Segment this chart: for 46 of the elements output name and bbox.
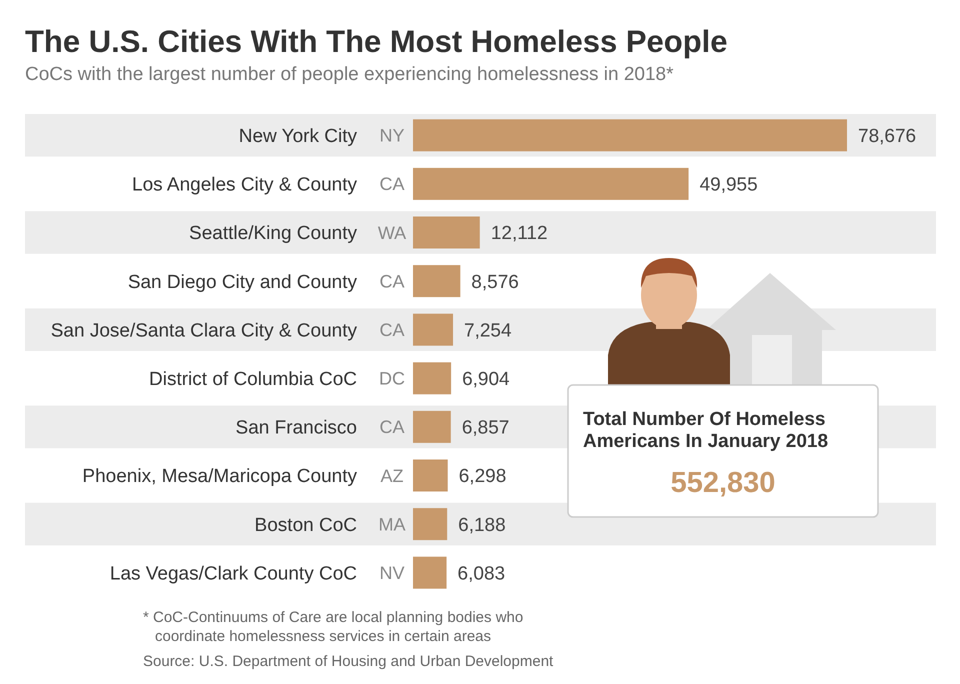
data-label: 78,676: [858, 126, 916, 147]
annotation: 552,830: [670, 467, 776, 499]
data-label: 7,254: [464, 320, 512, 342]
y-tick-label: District of Columbia CoC: [149, 368, 357, 390]
text: CA: [379, 174, 405, 194]
data-label: 6,083: [458, 563, 506, 584]
bar: [413, 362, 452, 394]
text: AZ: [380, 466, 404, 486]
data-label: 8,576: [471, 272, 519, 293]
y-tick-label: Las Vegas/Clark County CoC: [110, 563, 357, 584]
bar: [413, 508, 448, 540]
text: CA: [379, 271, 405, 292]
bar: [413, 314, 454, 346]
y-tick-label: Phoenix, Mesa/Maricopa County: [82, 466, 358, 488]
bar: [413, 119, 847, 152]
bar: [413, 556, 447, 589]
y-tick-label: San Francisco: [236, 418, 357, 439]
data-label: 6,188: [458, 514, 506, 536]
chart-title: The U.S. Cities With The Most Homeless People: [25, 24, 728, 59]
y-tick-label: Seattle/King County: [189, 223, 358, 244]
data-label: 12,112: [490, 223, 548, 244]
data-label: 6,904: [462, 368, 510, 390]
data-label: 6,298: [458, 466, 506, 488]
text: NY: [379, 126, 405, 146]
bar: [413, 410, 451, 443]
bar: [413, 168, 689, 200]
y-tick-label: Boston CoC: [254, 514, 357, 536]
data-label: 49,955: [700, 174, 758, 196]
text: CA: [379, 417, 405, 438]
chart-subtitle: CoCs with the largest number of people experiencing homelessness in 2018*: [25, 64, 674, 85]
bar: [413, 265, 460, 298]
y-tick-label: San Diego City and County: [128, 272, 358, 293]
y-tick-label: New York City: [238, 126, 358, 147]
text: WA: [378, 222, 406, 243]
bar: [413, 216, 480, 248]
annotation: Total Number Of Homeless Americans In January 2018: [583, 409, 828, 452]
source-note: Source: U.S. Department of Housing and Urban Development: [143, 653, 554, 670]
text: CA: [379, 320, 405, 340]
data-label: 6,857: [462, 418, 510, 439]
y-tick-label: San Jose/Santa Clara City & County: [50, 320, 358, 342]
text: * CoC-Continuums of Care are local planning bodies who coordinate homelessness services in certain areas: [143, 609, 524, 645]
y-tick-label: Los Angeles City & County: [132, 174, 358, 196]
text: MA: [378, 514, 406, 534]
bar: [413, 460, 448, 492]
text: NV: [379, 563, 405, 583]
text: DC: [379, 368, 405, 389]
